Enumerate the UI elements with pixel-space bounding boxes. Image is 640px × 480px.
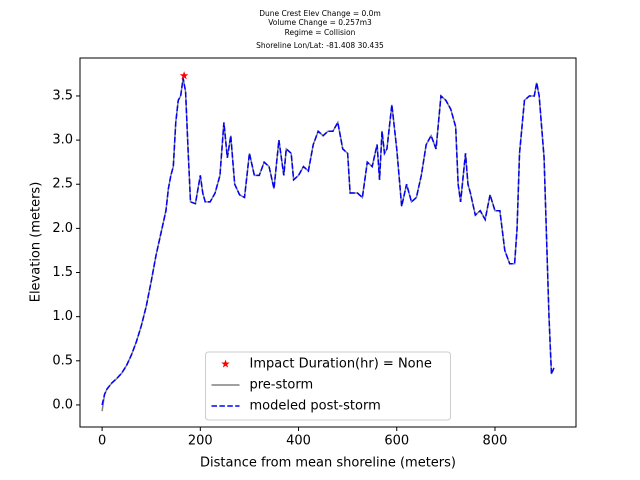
- legend-label: pre-storm: [250, 378, 314, 393]
- title-line: Dune Crest Elev Change = 0.0m: [259, 9, 381, 18]
- x-tick-label: 600: [384, 434, 409, 449]
- y-tick-label: 2.5: [52, 177, 73, 192]
- x-tick-label: 800: [483, 434, 508, 449]
- title-line: Regime = Collision: [285, 28, 356, 37]
- y-tick-label: 3.5: [52, 88, 73, 103]
- legend-box: [205, 351, 451, 421]
- y-tick-label: 1.0: [52, 309, 73, 324]
- legend-label: modeled post-storm: [250, 399, 381, 414]
- x-tick-label: 400: [286, 434, 311, 449]
- legend-label: Impact Duration(hr) = None: [250, 357, 432, 372]
- title-line: Volume Change = 0.257m3: [268, 18, 372, 27]
- y-tick-label: 0.0: [52, 397, 73, 412]
- legend-marker: [221, 359, 230, 368]
- series-line: [101, 78, 555, 406]
- x-tick-label: 0: [98, 434, 106, 449]
- y-tick-label: 1.5: [52, 265, 73, 280]
- y-axis-label: Elevation (meters): [29, 182, 44, 303]
- title-line: Shoreline Lon/Lat: -81.408 30.435: [256, 41, 384, 50]
- x-axis-label: Distance from mean shoreline (meters): [200, 456, 456, 471]
- y-tick-label: 2.0: [52, 221, 73, 236]
- impact-marker: [179, 71, 189, 80]
- y-tick-label: 3.0: [52, 133, 73, 148]
- y-tick-label: 0.5: [52, 353, 73, 368]
- plot-frame: [79, 57, 577, 428]
- x-tick-label: 200: [188, 434, 213, 449]
